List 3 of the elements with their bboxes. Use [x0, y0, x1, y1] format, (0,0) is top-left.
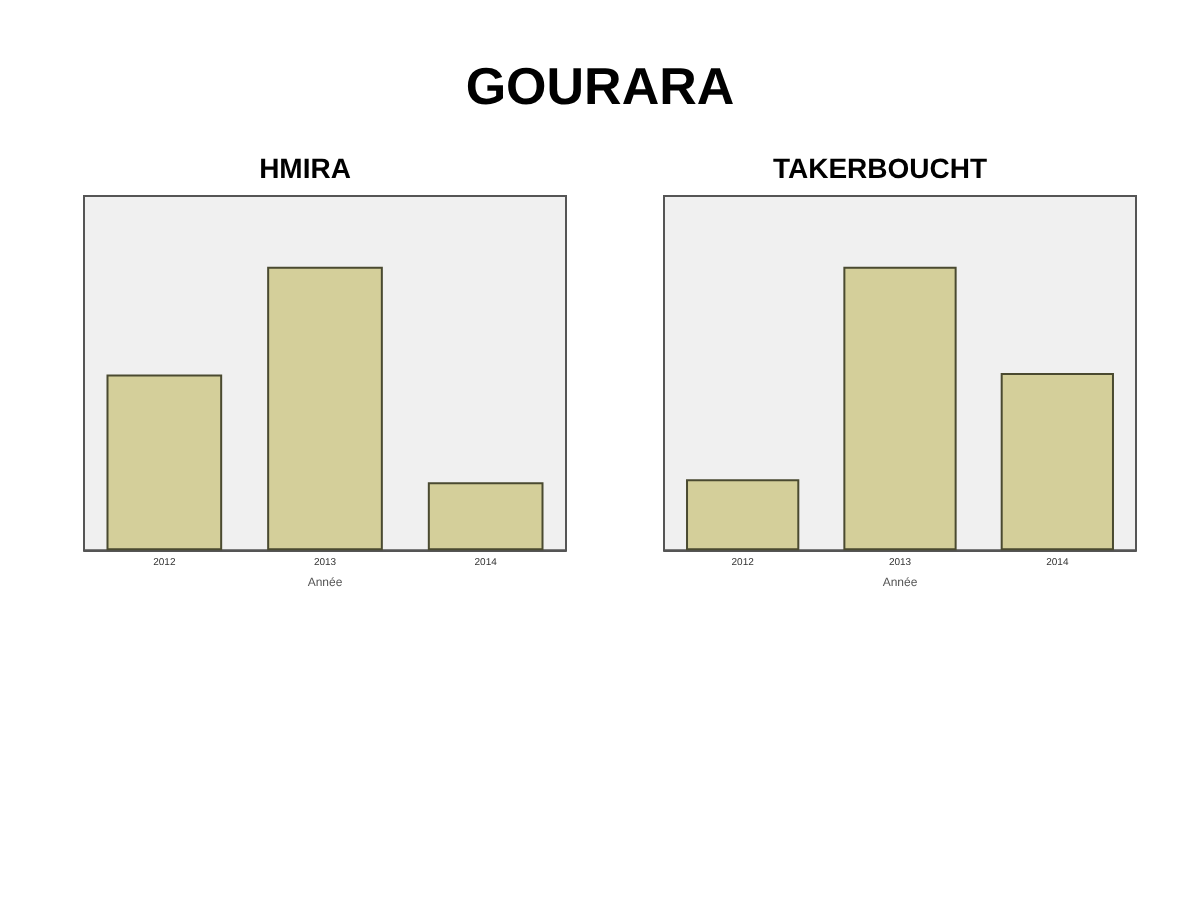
chart-title: TAKERBOUCHT: [772, 152, 988, 184]
chart-title: HMIRA: [259, 152, 351, 184]
text: GOURARA: [465, 56, 735, 116]
